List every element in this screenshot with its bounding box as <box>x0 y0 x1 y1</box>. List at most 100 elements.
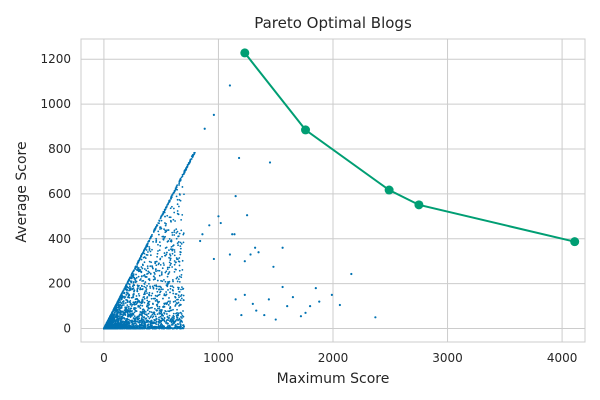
scatter-point <box>147 270 150 273</box>
scatter-point <box>158 321 161 323</box>
scatter-point <box>124 319 127 322</box>
scatter-point <box>137 261 140 263</box>
scatter-point <box>141 326 144 329</box>
scatter-point <box>175 277 178 280</box>
pareto-point <box>384 185 394 195</box>
scatter-point <box>140 270 143 273</box>
scatter-point <box>127 318 130 321</box>
scatter-point <box>162 288 164 291</box>
scatter-point <box>146 267 149 270</box>
scatter-point <box>180 229 183 232</box>
scatter-point <box>174 220 176 222</box>
scatter-point <box>169 257 172 260</box>
scatter-point <box>146 299 149 302</box>
scatter-point <box>145 317 148 320</box>
scatter-point <box>183 171 186 174</box>
scatter-point <box>163 305 166 308</box>
scatter-point <box>177 241 180 243</box>
scatter-point <box>131 303 134 306</box>
scatter-point <box>159 324 162 326</box>
scatter-point <box>132 276 135 279</box>
scatter-point <box>122 325 125 328</box>
scatter-point <box>180 294 183 296</box>
scatter-point <box>157 269 159 272</box>
scatter-point <box>203 127 206 130</box>
scatter-point <box>182 310 184 312</box>
scatter-point <box>132 281 135 283</box>
scatter-point <box>245 214 249 217</box>
scatter-point <box>168 271 171 273</box>
scatter-point <box>109 314 112 317</box>
scatter-point <box>174 188 177 191</box>
scatter-point <box>161 267 164 270</box>
scatter-point <box>138 324 141 327</box>
scatter-point <box>162 235 165 238</box>
scatter-point <box>114 309 117 312</box>
scatter-point <box>243 260 246 263</box>
scatter-point <box>160 288 163 291</box>
scatter-point <box>160 215 163 218</box>
scatter-point <box>169 253 171 256</box>
scatter-point <box>109 323 111 325</box>
scatter-point <box>163 325 166 328</box>
scatter-point <box>173 251 176 253</box>
scatter-point <box>177 244 179 247</box>
scatter-point <box>145 275 148 278</box>
scatter-point <box>166 266 169 269</box>
scatter-point <box>158 219 161 222</box>
scatter-point <box>123 324 126 326</box>
scatter-point <box>113 317 116 320</box>
scatter-point <box>118 318 120 321</box>
scatter-point <box>162 211 165 213</box>
scatter-point <box>146 304 149 307</box>
scatter-point <box>173 231 176 234</box>
scatter-point <box>181 288 184 290</box>
scatter-point <box>169 219 172 222</box>
scatter-point <box>137 321 140 324</box>
scatter-point <box>152 287 155 290</box>
scatter-point <box>159 257 162 260</box>
scatter-point <box>175 319 177 322</box>
scatter-point <box>163 237 166 239</box>
scatter-point <box>182 173 185 176</box>
scatter-point <box>155 284 158 287</box>
scatter-point <box>237 156 241 160</box>
scatter-point <box>120 292 123 295</box>
scatter-point <box>126 323 129 326</box>
scatter-point <box>178 318 181 321</box>
scatter-point <box>183 193 185 196</box>
scatter-point <box>127 315 129 318</box>
scatter-point <box>172 280 174 283</box>
scatter-point <box>154 327 156 330</box>
scatter-point <box>158 249 161 252</box>
scatter-point <box>166 268 169 271</box>
scatter-point <box>139 288 141 291</box>
scatter-point <box>155 318 158 320</box>
scatter-point <box>154 227 157 230</box>
scatter-point <box>153 275 155 278</box>
scatter-point <box>201 233 204 236</box>
scatter-point <box>125 298 127 301</box>
scatter-point <box>165 253 168 256</box>
scatter-point <box>151 233 153 236</box>
scatter-point <box>166 315 169 318</box>
scatter-point <box>179 247 182 250</box>
scatter-point <box>140 284 143 287</box>
scatter-point <box>146 314 148 317</box>
scatter-point <box>171 252 174 255</box>
scatter-point <box>144 313 147 316</box>
scatter-point <box>135 323 138 326</box>
scatter-point <box>148 246 151 248</box>
scatter-point <box>330 293 333 296</box>
scatter-point <box>228 253 232 256</box>
scatter-point <box>130 305 133 307</box>
scatter-point <box>171 285 174 288</box>
scatter-point <box>179 179 182 182</box>
scatter-point <box>106 325 109 328</box>
scatter-point <box>166 302 168 305</box>
scatter-point <box>168 199 171 202</box>
scatter-point <box>174 261 177 264</box>
scatter-point <box>122 313 124 316</box>
scatter-point <box>120 317 123 320</box>
